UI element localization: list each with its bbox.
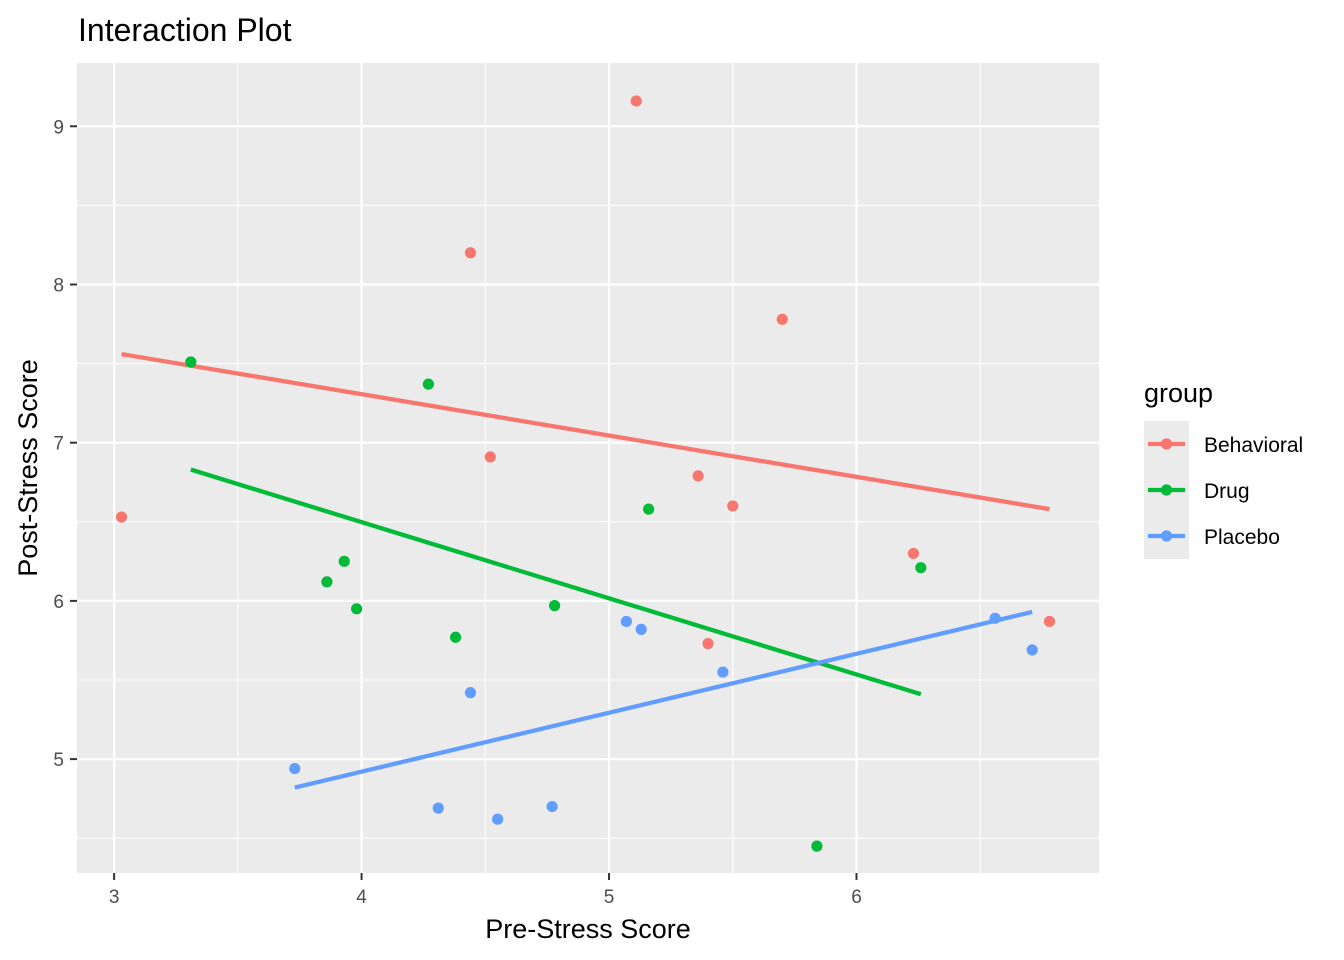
x-tick-label: 3 [109, 887, 120, 908]
point-behavioral [692, 470, 704, 482]
point-placebo [546, 800, 558, 813]
point-placebo [620, 615, 632, 628]
point-drug [338, 555, 350, 567]
fit-lines [121, 351, 1050, 790]
legend-key-point [1160, 484, 1173, 496]
plot-panel [77, 63, 1099, 873]
point-placebo [289, 762, 301, 775]
point-drug [185, 356, 197, 368]
chart-title: Interaction Plot [78, 12, 292, 48]
minor-gridlines [77, 63, 1099, 873]
x-tick-label: 6 [851, 887, 862, 908]
point-behavioral [115, 511, 128, 523]
point-behavioral [776, 313, 788, 325]
point-behavioral [702, 638, 714, 650]
legend: group Behavioral Drug Placebo [1144, 378, 1303, 559]
point-drug [548, 600, 561, 612]
legend-key-point [1160, 438, 1173, 450]
x-axis-title: Pre-Stress Score [485, 914, 691, 944]
point-behavioral [1043, 615, 1056, 628]
point-placebo [492, 813, 504, 825]
fit-line-drug [190, 467, 922, 697]
point-placebo [1026, 644, 1038, 656]
point-placebo [989, 612, 1001, 624]
point-behavioral [630, 95, 642, 107]
major-gridlines [77, 63, 1099, 873]
legend-key-point [1160, 530, 1173, 542]
point-drug [643, 503, 655, 515]
x-tick-label: 5 [604, 887, 615, 908]
point-placebo [717, 666, 729, 678]
y-tick-label: 8 [53, 275, 64, 296]
y-tick-label: 6 [53, 592, 64, 613]
fit-line-placebo [294, 609, 1033, 790]
y-tick-label: 9 [53, 117, 64, 138]
point-placebo [635, 623, 647, 635]
point-drug [915, 562, 927, 574]
point-drug [422, 378, 434, 390]
y-axis-title: Post-Stress Score [13, 359, 43, 577]
point-behavioral [907, 547, 920, 560]
x-axis-ticks: 3 4 5 6 [109, 873, 862, 908]
point-placebo [464, 687, 477, 699]
fit-line-behavioral [121, 351, 1050, 512]
y-tick-label: 7 [53, 434, 64, 455]
x-tick-label: 4 [356, 887, 367, 908]
point-drug [321, 576, 333, 588]
y-axis-ticks: 5 6 7 8 9 [53, 117, 77, 771]
point-drug [811, 840, 823, 852]
legend-label-placebo: Placebo [1204, 526, 1280, 549]
point-behavioral [484, 451, 496, 463]
point-drug [450, 631, 462, 643]
legend-label-behavioral: Behavioral [1204, 434, 1303, 457]
point-placebo [432, 802, 444, 814]
point-behavioral [727, 500, 739, 512]
legend-label-drug: Drug [1204, 480, 1250, 503]
y-tick-label: 5 [53, 750, 64, 771]
data-points [115, 95, 1056, 852]
point-behavioral [464, 247, 477, 259]
legend-title: group [1144, 378, 1213, 408]
point-drug [351, 603, 363, 615]
